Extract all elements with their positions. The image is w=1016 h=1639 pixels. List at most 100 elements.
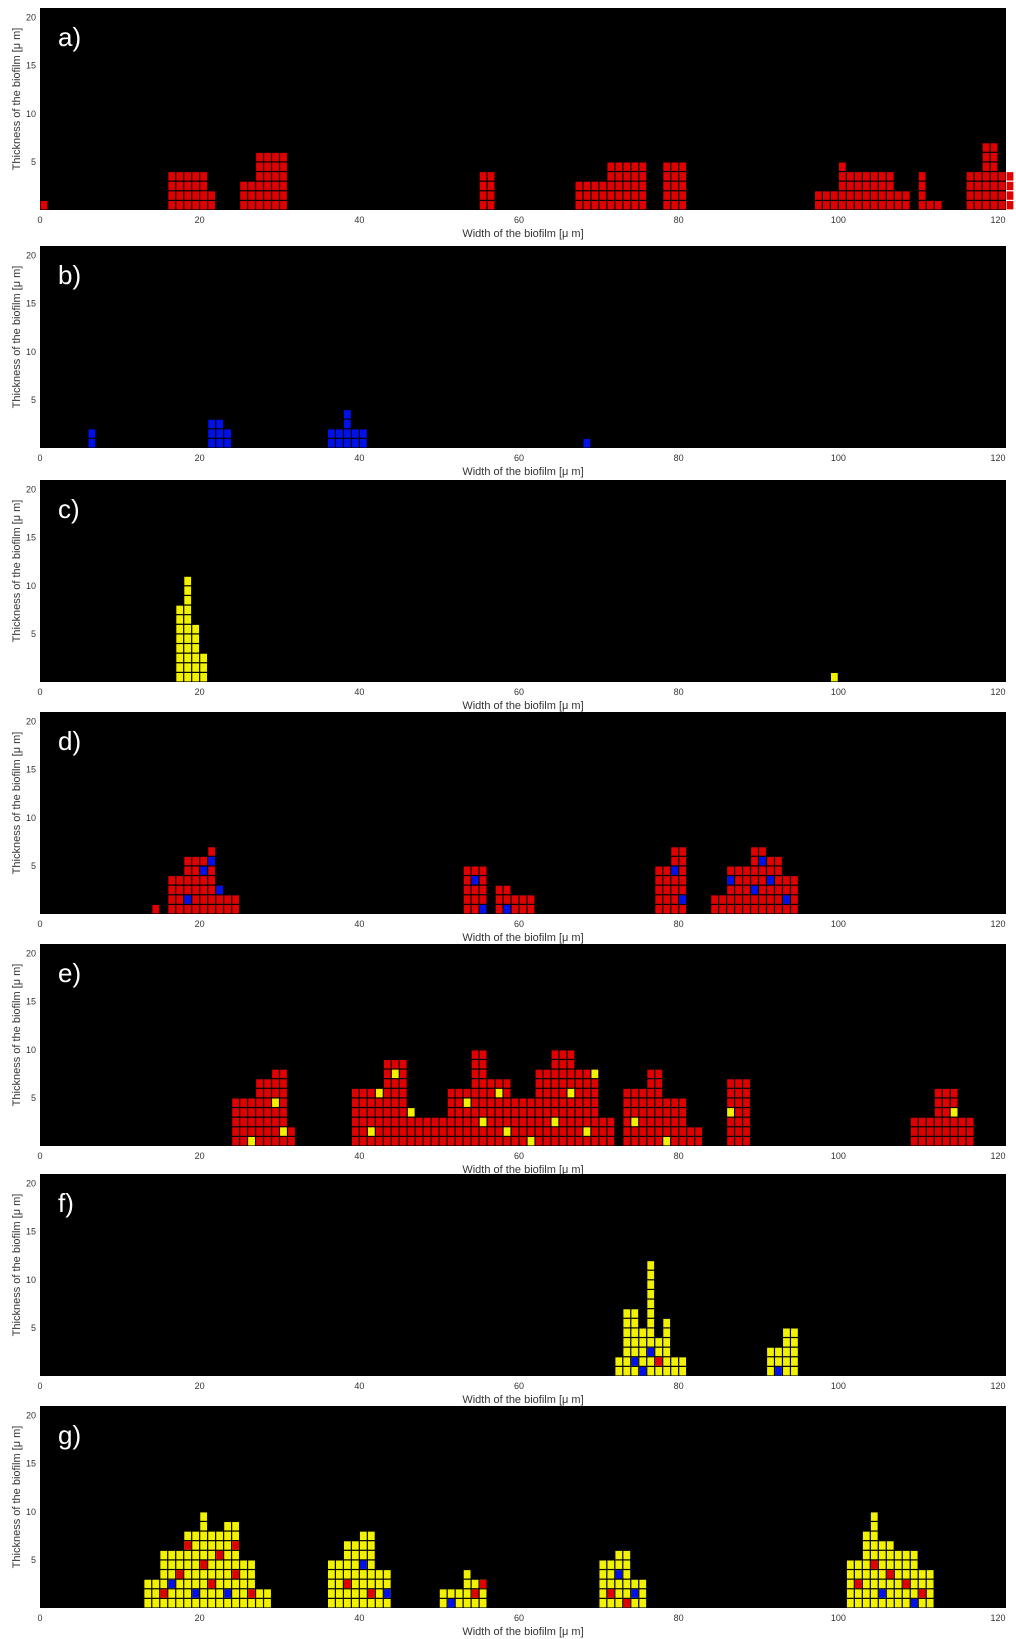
cell (631, 1598, 639, 1608)
cell (902, 1598, 910, 1608)
cell (878, 200, 886, 210)
cell (479, 1088, 487, 1098)
cell (631, 181, 639, 191)
cell (208, 895, 216, 904)
cell (351, 1598, 359, 1608)
x-tick-label: 40 (354, 919, 364, 929)
cell (615, 162, 623, 171)
cell (862, 1531, 870, 1541)
x-tick-label: 20 (195, 453, 205, 463)
cell (200, 856, 208, 866)
cell (264, 191, 271, 200)
cell (272, 1117, 279, 1127)
cell (639, 172, 647, 181)
cell (471, 866, 479, 875)
cell (328, 1589, 335, 1598)
cell (671, 847, 679, 856)
cell (870, 1522, 878, 1531)
cell (200, 1531, 208, 1541)
cell (679, 162, 687, 171)
cell (519, 1136, 527, 1146)
cell (695, 1136, 703, 1146)
cell (383, 1079, 391, 1088)
cell (743, 1088, 750, 1098)
cell (200, 876, 208, 885)
cell (328, 1598, 335, 1608)
cell (727, 1117, 734, 1127)
cell (647, 1318, 655, 1328)
cell (272, 181, 279, 191)
cell (272, 172, 279, 181)
cell (663, 1127, 671, 1136)
cell (886, 1598, 894, 1608)
cell (830, 672, 838, 682)
cell (375, 1117, 383, 1127)
cell (567, 1098, 575, 1107)
cell (615, 191, 623, 200)
cell (527, 1098, 535, 1107)
cell (894, 1550, 902, 1560)
cell (383, 1108, 391, 1117)
x-tick-label: 120 (991, 1613, 1006, 1623)
cell (511, 1117, 519, 1127)
y-tick-label: 15 (26, 1227, 36, 1237)
cell (958, 1136, 966, 1146)
cell (248, 1108, 255, 1117)
cell (208, 904, 216, 914)
cell (655, 895, 663, 904)
cell (240, 1127, 247, 1136)
cell (383, 1598, 391, 1608)
cell (232, 1108, 239, 1117)
cell (367, 1531, 375, 1541)
cell (607, 1579, 615, 1589)
cell (224, 1579, 232, 1589)
cell (575, 200, 583, 210)
cell (232, 895, 239, 904)
cell (511, 1127, 519, 1136)
cell (791, 1328, 798, 1337)
cell (838, 162, 846, 171)
cell (479, 1098, 487, 1107)
cell (519, 1127, 527, 1136)
cell (663, 885, 671, 895)
y-tick-label: 15 (26, 533, 36, 543)
cell (607, 162, 615, 171)
cell (184, 663, 192, 672)
cell (623, 1598, 631, 1608)
cell (870, 1598, 878, 1608)
cell (240, 181, 247, 191)
cell (862, 1579, 870, 1589)
cell (359, 1570, 367, 1579)
cell (439, 1589, 447, 1598)
cell (727, 1088, 734, 1098)
cell (583, 200, 591, 210)
cell (647, 1108, 655, 1117)
cell (248, 1560, 255, 1569)
cell (735, 1117, 742, 1127)
cell (280, 200, 287, 210)
cell (631, 1338, 639, 1347)
cell (399, 1127, 407, 1136)
cell (280, 152, 287, 162)
x-tick-label: 40 (354, 687, 364, 697)
y-tick-label: 5 (31, 1323, 36, 1333)
cell (950, 1136, 958, 1146)
cell (631, 1318, 639, 1328)
cell (503, 1136, 511, 1146)
cell (567, 1127, 575, 1136)
cell (990, 162, 998, 171)
cell (431, 1117, 439, 1127)
cell (870, 172, 878, 181)
cell (751, 885, 758, 895)
cell (926, 1127, 934, 1136)
cell (399, 1108, 407, 1117)
cell (559, 1079, 567, 1088)
cell (767, 1366, 774, 1376)
cell (184, 200, 192, 210)
cell (367, 1117, 375, 1127)
cell (479, 1117, 487, 1127)
cell (958, 1127, 966, 1136)
x-tick-label: 60 (514, 687, 524, 697)
cell (559, 1069, 567, 1079)
cell (431, 1127, 439, 1136)
